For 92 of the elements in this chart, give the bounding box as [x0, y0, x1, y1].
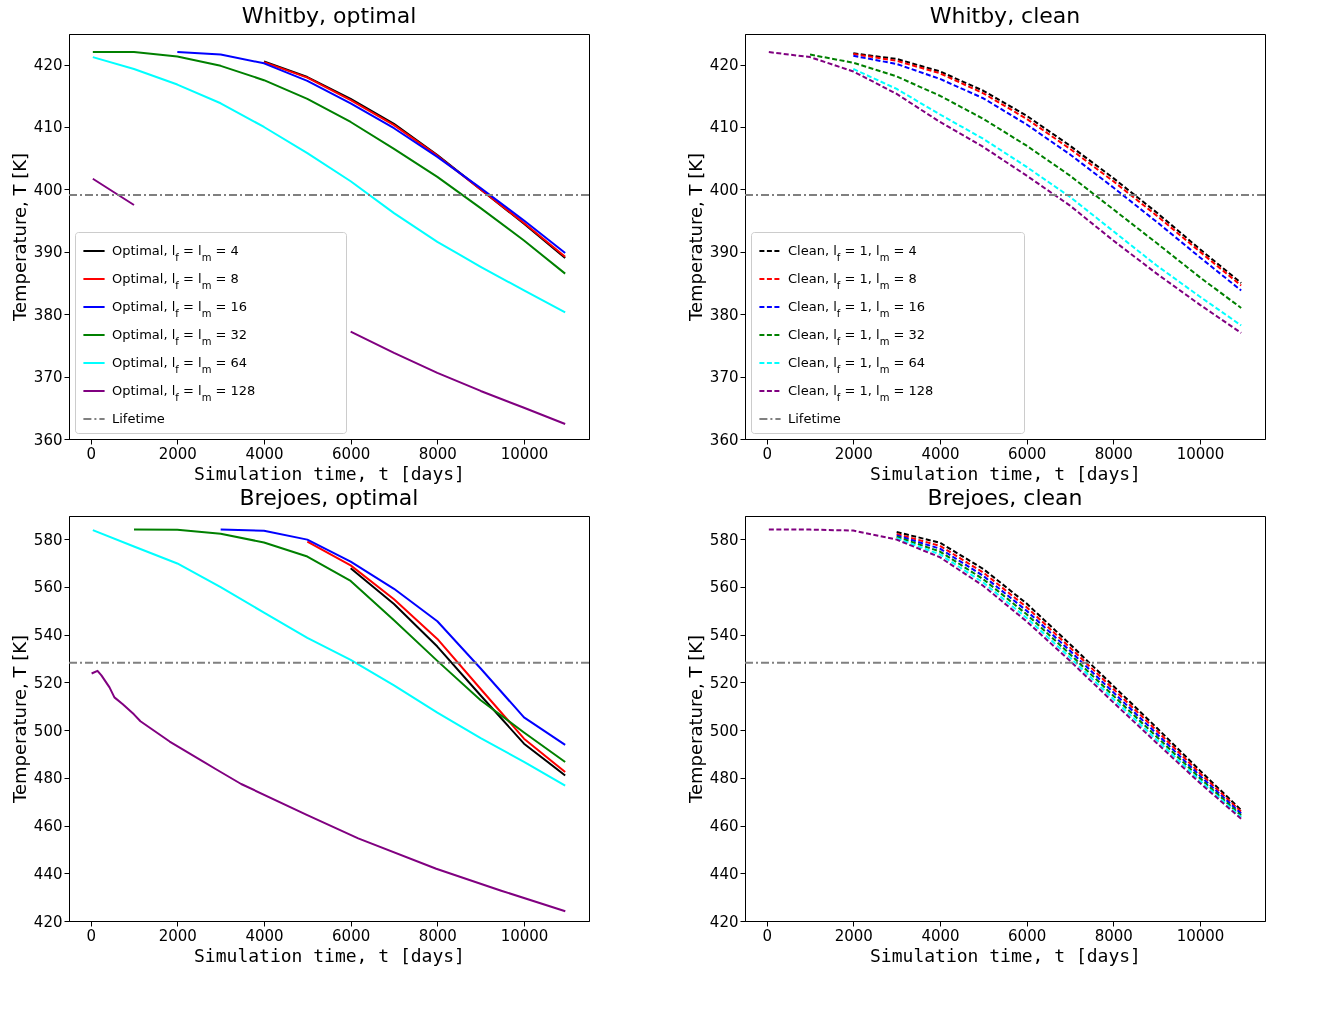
y-tick-label: 380	[33, 305, 63, 324]
x-tick-label: 6000	[332, 926, 371, 945]
x-tick-label: 4000	[921, 926, 960, 945]
chart-title: Whitby, clean	[929, 3, 1081, 28]
y-tick-label: 560	[33, 578, 63, 597]
chart-title: Brejoes, clean	[927, 485, 1083, 510]
x-tick-label: 0	[86, 926, 96, 945]
x-tick-label: 6000	[1008, 926, 1047, 945]
y-tick-label: 480	[33, 769, 63, 788]
y-tick-label: 560	[709, 578, 739, 597]
x-tick-label: 4000	[245, 926, 284, 945]
x-tick-label: 10000	[1176, 926, 1225, 945]
line-series	[349, 567, 567, 777]
y-tick-label: 440	[709, 864, 739, 883]
x-tick-label: 8000	[418, 444, 457, 463]
line-series	[133, 528, 567, 764]
legend-label: Optimal, l$_{f}$ = l$_{m}$ = 128	[112, 383, 256, 403]
y-tick-label: 370	[33, 368, 63, 387]
y-tick-label: 420	[709, 912, 739, 931]
line-series	[852, 67, 1243, 327]
x-tick-label: 8000	[1094, 444, 1133, 463]
y-axis-title: Temperature, T [K]	[8, 634, 30, 805]
x-tick-label: 2000	[834, 926, 873, 945]
x-tick-label: 0	[762, 926, 772, 945]
y-tick-label: 420	[33, 912, 63, 931]
y-tick-label: 480	[709, 769, 739, 788]
line-series	[176, 51, 567, 255]
chart-title: Whitby, optimal	[241, 3, 417, 28]
y-tick-label: 400	[709, 180, 739, 199]
legend-label: Clean, l$_{f}$ = 1, l$_{m}$ = 64	[788, 355, 926, 375]
chart-title: Brejoes, optimal	[239, 485, 419, 510]
x-tick-label: 10000	[500, 926, 549, 945]
x-tick-label: 8000	[418, 926, 457, 945]
y-tick-label: 400	[33, 180, 63, 199]
y-tick-label: 420	[33, 56, 63, 75]
x-tick-label: 10000	[500, 444, 549, 463]
x-tick-label: 2000	[834, 444, 873, 463]
x-tick-label: 10000	[1176, 444, 1225, 463]
legend-label: Clean, l$_{f}$ = 1, l$_{m}$ = 32	[788, 327, 926, 347]
x-axis-title: Simulation time, t [days]	[194, 944, 465, 966]
y-tick-label: 390	[709, 243, 739, 262]
line-series	[91, 51, 567, 275]
legend-label: Optimal, l$_{f}$ = l$_{m}$ = 16	[112, 299, 248, 319]
y-axis-title: Temperature, T [K]	[684, 152, 706, 323]
y-tick-label: 410	[33, 118, 63, 137]
y-tick-label: 500	[709, 721, 739, 740]
y-tick-label: 540	[709, 626, 739, 645]
x-tick-label: 4000	[921, 444, 960, 463]
legend-label: Optimal, l$_{f}$ = l$_{m}$ = 32	[112, 327, 248, 347]
y-axis-title: Temperature, T [K]	[8, 152, 30, 323]
x-tick-label: 4000	[245, 444, 284, 463]
x-axis-title: Simulation time, t [days]	[194, 462, 465, 484]
y-tick-label: 520	[33, 673, 63, 692]
line-series	[306, 540, 567, 774]
line-series	[90, 669, 567, 913]
legend-label: Optimal, l$_{f}$ = l$_{m}$ = 4	[112, 243, 239, 263]
y-tick-label: 460	[709, 817, 739, 836]
y-tick-label: 500	[33, 721, 63, 740]
legend-label: Lifetime	[788, 411, 841, 426]
y-tick-label: 380	[709, 305, 739, 324]
x-axis-title: Simulation time, t [days]	[870, 462, 1141, 484]
legend-label: Clean, l$_{f}$ = 1, l$_{m}$ = 8	[788, 271, 917, 291]
y-tick-label: 390	[33, 243, 63, 262]
x-tick-label: 6000	[1008, 444, 1047, 463]
x-tick-label: 8000	[1094, 926, 1133, 945]
y-tick-label: 580	[33, 530, 63, 549]
line-series	[767, 528, 1243, 820]
y-tick-label: 580	[709, 530, 739, 549]
x-tick-label: 2000	[158, 926, 197, 945]
y-tick-label: 540	[33, 626, 63, 645]
y-tick-label: 460	[33, 817, 63, 836]
y-tick-label: 360	[33, 430, 63, 449]
y-axis-title: Temperature, T [K]	[684, 634, 706, 805]
line-series	[219, 528, 567, 746]
y-tick-label: 370	[709, 368, 739, 387]
x-tick-label: 0	[762, 444, 772, 463]
legend-label: Clean, l$_{f}$ = 1, l$_{m}$ = 16	[788, 299, 926, 319]
legend-label: Clean, l$_{f}$ = 1, l$_{m}$ = 128	[788, 383, 934, 403]
y-tick-label: 410	[709, 118, 739, 137]
y-tick-label: 440	[33, 864, 63, 883]
y-tick-label: 520	[709, 673, 739, 692]
x-tick-label: 0	[86, 444, 96, 463]
legend-label: Optimal, l$_{f}$ = l$_{m}$ = 64	[112, 355, 248, 375]
y-tick-label: 360	[709, 430, 739, 449]
y-tick-label: 420	[709, 56, 739, 75]
x-tick-label: 2000	[158, 444, 197, 463]
line-series	[91, 529, 567, 787]
x-axis-title: Simulation time, t [days]	[870, 944, 1141, 966]
legend-label: Optimal, l$_{f}$ = l$_{m}$ = 8	[112, 271, 239, 291]
x-tick-label: 6000	[332, 444, 371, 463]
legend-label: Lifetime	[112, 411, 165, 426]
legend-label: Clean, l$_{f}$ = 1, l$_{m}$ = 4	[788, 243, 917, 263]
